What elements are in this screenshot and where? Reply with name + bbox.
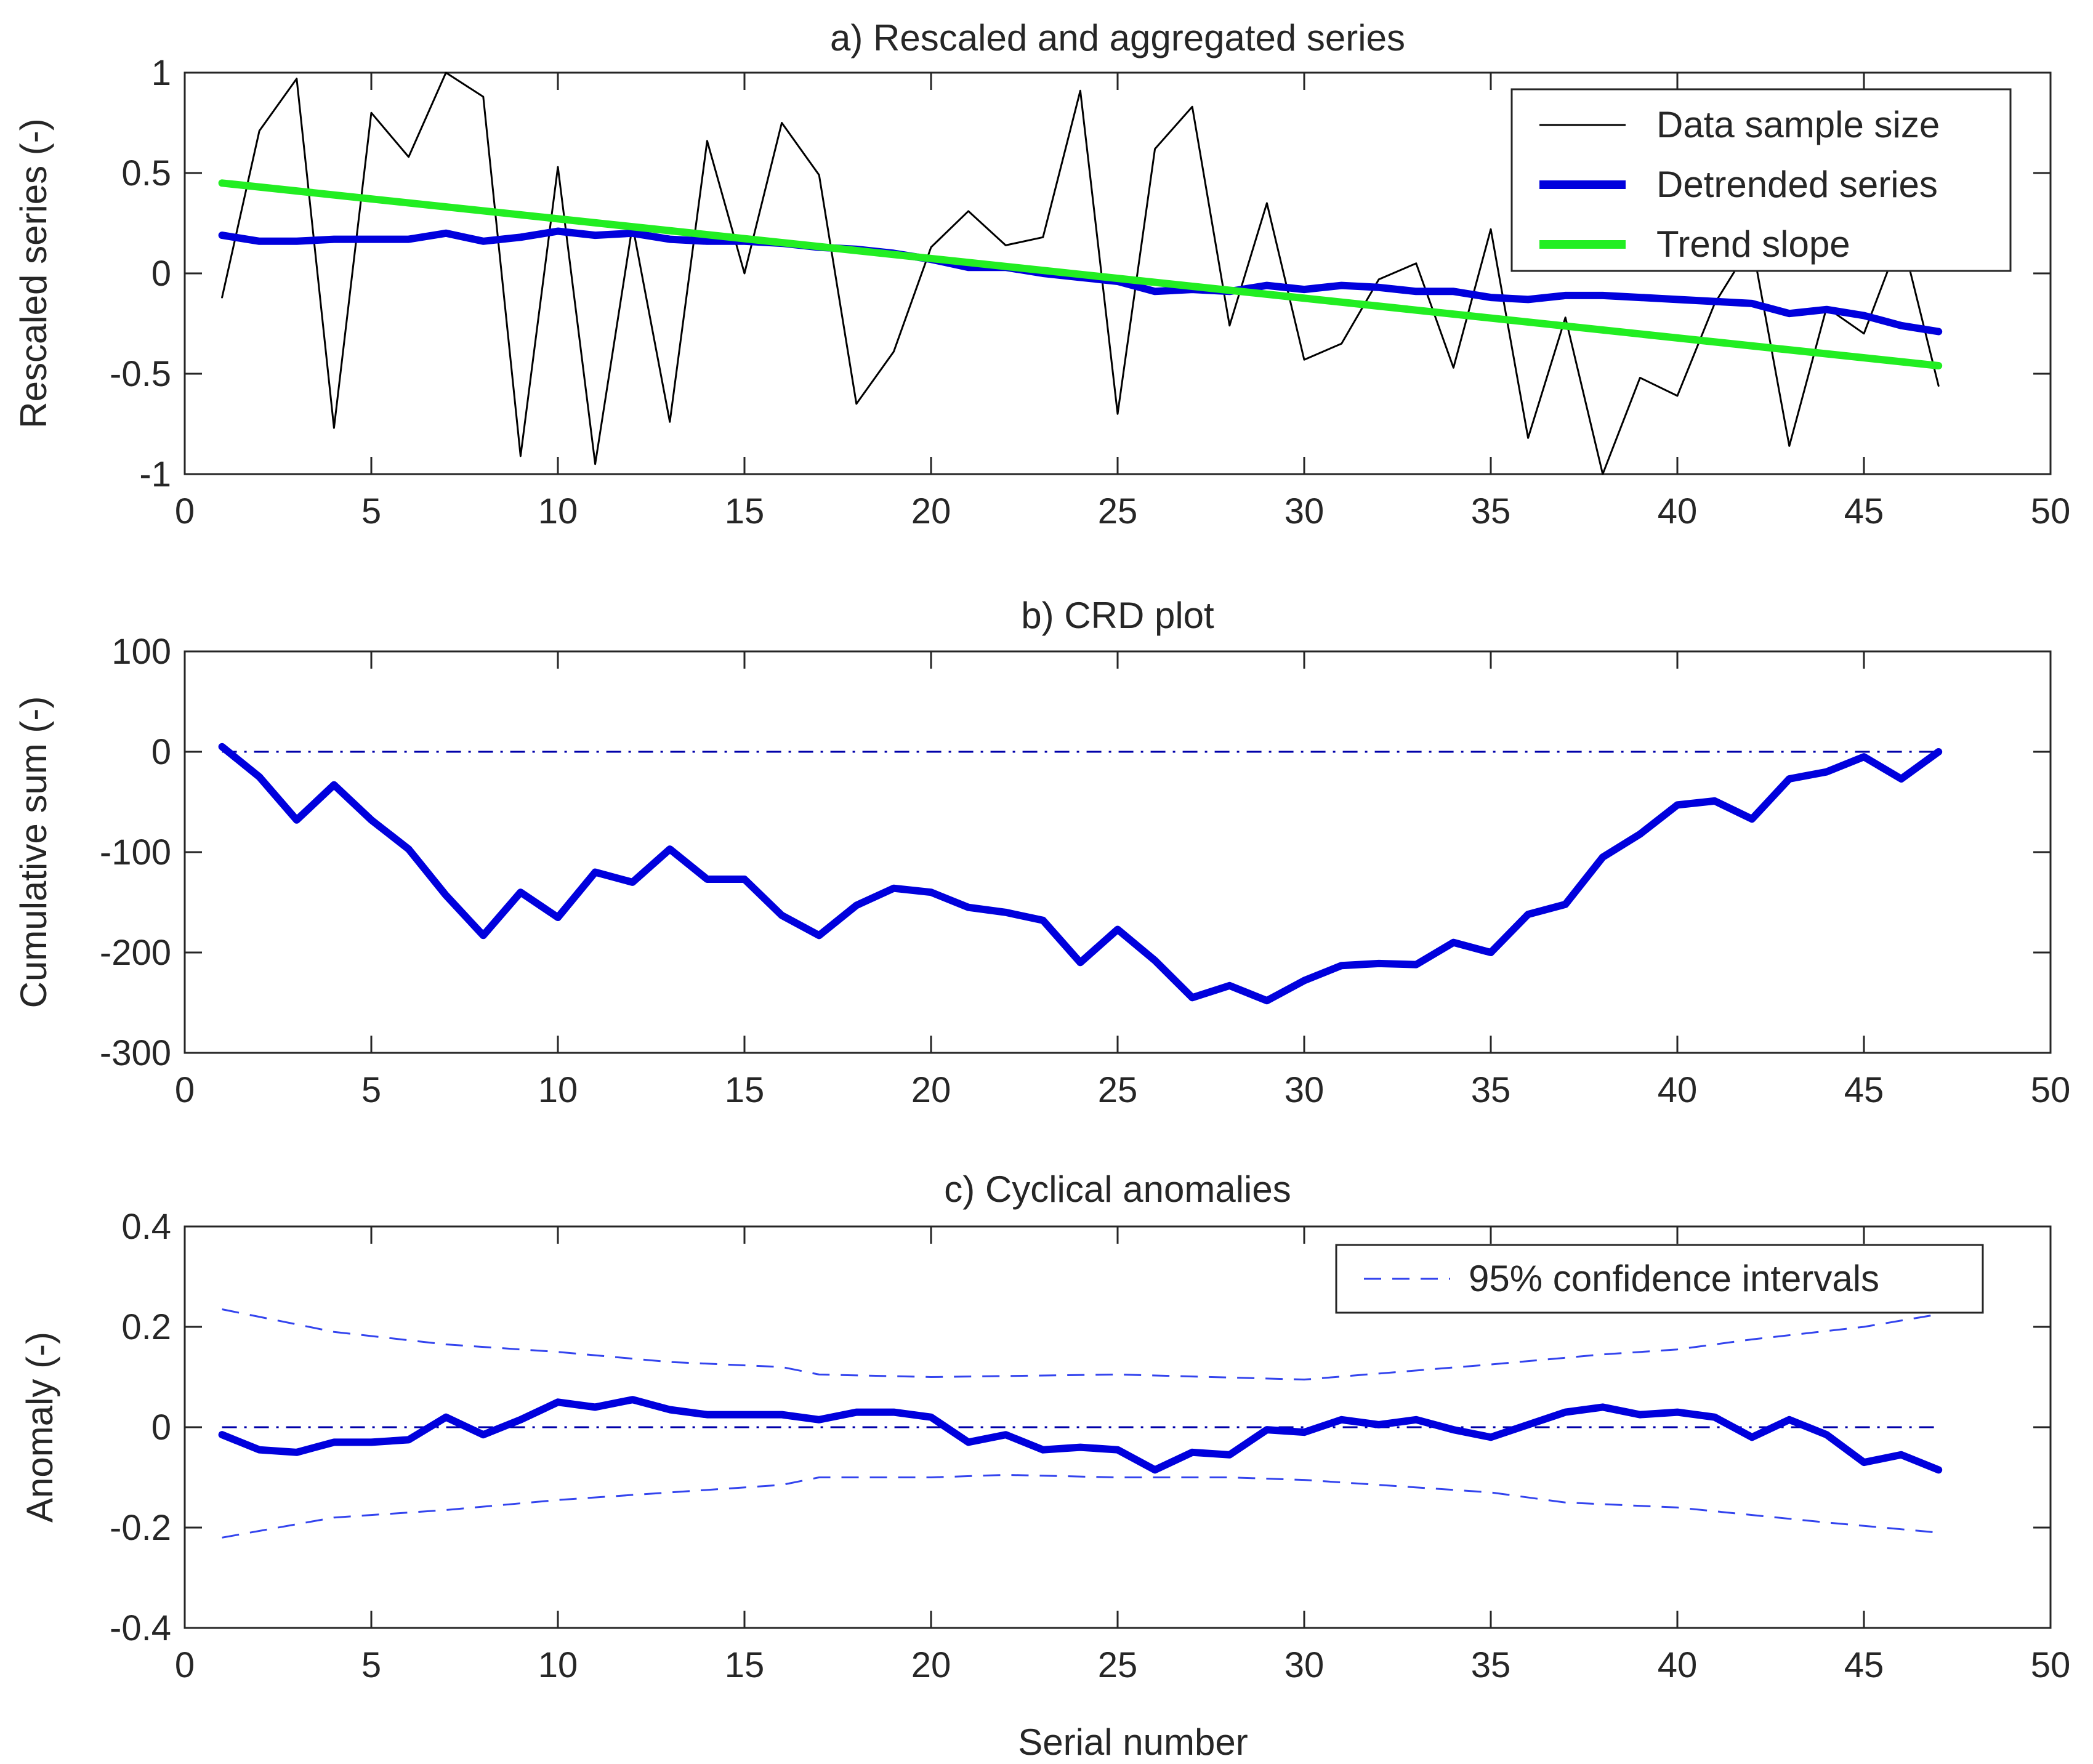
- x-tick-label: 50: [2031, 1645, 2071, 1685]
- panel-a-title: a) Rescaled and aggregated series: [830, 17, 1405, 58]
- series-line-anomaly: [218, 1396, 1943, 1474]
- panel-c-cyclical-anomalies: c) Cyclical anomalies Anomaly (-) Serial…: [19, 1169, 2070, 1763]
- panel-c-ticks: 0 5 10 15 20 25 30 35 40 45 50 -0.4 -0.2 0 0.2 0.4: [110, 1207, 2070, 1685]
- y-tick-label: -200: [100, 933, 171, 973]
- x-tick-label: 40: [1658, 491, 1698, 531]
- panel-b-series: [218, 743, 1943, 1005]
- x-tick-label: 35: [1471, 491, 1511, 531]
- y-tick-label: 0: [151, 732, 171, 772]
- x-tick-label: 30: [1284, 1070, 1325, 1110]
- x-tick-label: 40: [1658, 1645, 1698, 1685]
- x-tick-label: 45: [1844, 1645, 1884, 1685]
- series-line-data-sample-size: [221, 71, 1940, 475]
- x-tick-label: 25: [1098, 491, 1138, 531]
- x-tick-label: 45: [1844, 1070, 1884, 1110]
- x-tick-label: 10: [538, 491, 578, 531]
- x-tick-label: 50: [2031, 1070, 2071, 1110]
- series-line-cumulative-sum: [218, 743, 1943, 1005]
- x-tick-label: 0: [175, 1645, 195, 1685]
- panel-c-legend-box: [1335, 1244, 1984, 1314]
- y-tick-label: 0.2: [121, 1307, 171, 1347]
- y-tick-label: 1: [151, 53, 171, 93]
- x-tick-label: 15: [725, 491, 765, 531]
- x-tick-label: 30: [1284, 1645, 1325, 1685]
- series-line-trend-slope: [218, 179, 1943, 369]
- x-tick-label: 5: [361, 1070, 381, 1110]
- panel-b-crd-plot: b) CRD plot Cumulative sum (-) 0 5 10 15 20 2…: [13, 595, 2070, 1110]
- x-tick-label: 20: [911, 491, 951, 531]
- x-tick-label: 40: [1658, 1070, 1698, 1110]
- y-tick-label: -0.4: [110, 1608, 171, 1648]
- panel-a-rescaled-series: a) Rescaled and aggregated series Rescal…: [13, 17, 2070, 531]
- panel-a-legend: Data sample size Detrended series Trend …: [1510, 88, 2012, 272]
- panel-c-legend: 95% confidence intervals: [1335, 1244, 1984, 1314]
- y-tick-label: -1: [139, 454, 171, 494]
- x-tick-label: 5: [361, 1645, 381, 1685]
- x-tick-label: 0: [175, 1070, 195, 1110]
- x-tick-label: 15: [725, 1070, 765, 1110]
- x-tick-label: 5: [361, 491, 381, 531]
- y-tick-label: -0.2: [110, 1508, 171, 1548]
- x-tick-label: 50: [2031, 491, 2071, 531]
- x-tick-label: 35: [1471, 1645, 1511, 1685]
- panel-c-series: [218, 1308, 1943, 1539]
- x-tick-label: 25: [1098, 1070, 1138, 1110]
- x-tick-label: 10: [538, 1070, 578, 1110]
- series-line-95-confidence-intervals-lower: [222, 1473, 1939, 1539]
- panel-b-ticks: 0 5 10 15 20 25 30 35 40 45 50 -300 -200 -100 0 100: [100, 632, 2070, 1110]
- y-tick-label: 0.4: [121, 1207, 171, 1247]
- panel-b-ylabel: Cumulative sum (-): [13, 696, 54, 1009]
- panel-a-series: [218, 71, 1943, 475]
- x-tick-label: 20: [911, 1070, 951, 1110]
- legend-label-confidence-intervals: 95% confidence intervals: [1469, 1258, 1879, 1299]
- panel-c-xlabel: Serial number: [1018, 1722, 1248, 1763]
- y-tick-label: -100: [100, 832, 171, 872]
- y-tick-label: 0.5: [121, 153, 171, 193]
- x-tick-label: 0: [175, 491, 195, 531]
- panel-c-title: c) Cyclical anomalies: [944, 1169, 1291, 1210]
- legend-label-detrended-series: Detrended series: [1656, 164, 1938, 205]
- x-tick-label: 35: [1471, 1070, 1511, 1110]
- x-tick-label: 25: [1098, 1645, 1138, 1685]
- x-tick-label: 15: [725, 1645, 765, 1685]
- y-tick-label: 0: [151, 1408, 171, 1448]
- panel-c-ylabel: Anomaly (-): [19, 1332, 60, 1523]
- x-tick-label: 45: [1844, 491, 1884, 531]
- panel-b-title: b) CRD plot: [1021, 595, 1214, 636]
- y-tick-label: 0: [151, 254, 171, 294]
- panel-a-ticks: 0 5 10 15 20 25 30 35 40 45 50 -1 -0.5 0 0.5 1: [110, 53, 2070, 531]
- y-tick-label: -0.5: [110, 354, 171, 394]
- panel-a-ylabel: Rescaled series (-): [13, 118, 54, 428]
- x-tick-label: 20: [911, 1645, 951, 1685]
- x-tick-label: 30: [1284, 491, 1325, 531]
- y-tick-label: 100: [111, 632, 171, 672]
- legend-label-trend-slope: Trend slope: [1656, 224, 1850, 265]
- panel-b-axes-box: [183, 650, 2052, 1054]
- x-tick-label: 10: [538, 1645, 578, 1685]
- legend-label-data-sample-size: Data sample size: [1656, 104, 1940, 145]
- series-line-95-confidence-intervals: [222, 1308, 1939, 1381]
- y-tick-label: -300: [100, 1033, 171, 1073]
